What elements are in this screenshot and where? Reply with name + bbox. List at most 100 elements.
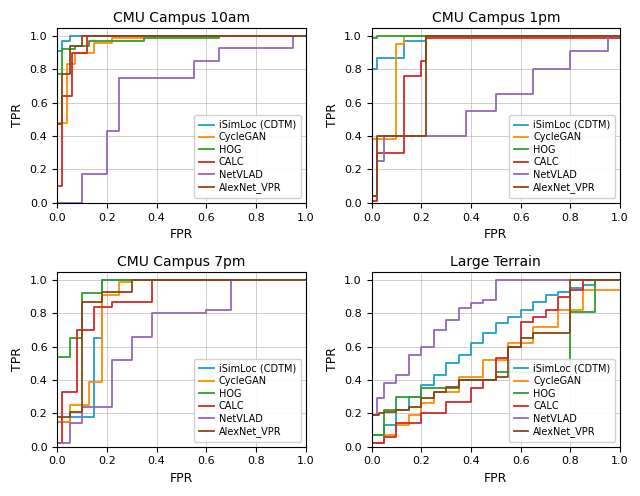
HOG bbox=[372, 35, 380, 41]
CycleGAN bbox=[368, 443, 376, 449]
CALC bbox=[492, 355, 500, 361]
HOG bbox=[616, 277, 624, 283]
AlexNet_VPR bbox=[454, 383, 462, 389]
AlexNet_VPR bbox=[58, 122, 66, 127]
CycleGAN bbox=[380, 432, 388, 438]
CycleGAN bbox=[115, 279, 123, 285]
CycleGAN bbox=[140, 33, 148, 39]
HOG bbox=[53, 200, 61, 206]
HOG bbox=[58, 71, 66, 77]
HOG bbox=[140, 35, 148, 41]
CALC bbox=[58, 93, 66, 99]
HOG bbox=[98, 290, 106, 296]
NetVLAD bbox=[53, 200, 61, 206]
CycleGAN bbox=[454, 388, 462, 394]
AlexNet_VPR bbox=[368, 443, 376, 449]
NetVLAD bbox=[616, 33, 624, 39]
NetVLAD bbox=[405, 372, 413, 378]
Line: iSimLoc (CDTM): iSimLoc (CDTM) bbox=[372, 36, 620, 203]
Line: CycleGAN: CycleGAN bbox=[57, 36, 306, 203]
iSimLoc (CDTM) bbox=[430, 382, 438, 388]
NetVLAD bbox=[380, 158, 388, 164]
CALC bbox=[53, 443, 61, 449]
Line: HOG: HOG bbox=[372, 280, 620, 446]
CALC bbox=[392, 420, 400, 426]
AlexNet_VPR bbox=[517, 335, 525, 341]
NetVLAD bbox=[529, 277, 537, 283]
HOG bbox=[492, 369, 500, 374]
HOG bbox=[302, 277, 310, 283]
CycleGAN bbox=[53, 443, 61, 449]
CycleGAN bbox=[128, 277, 136, 283]
AlexNet_VPR bbox=[372, 133, 380, 139]
CycleGAN bbox=[417, 400, 425, 406]
CALC bbox=[368, 440, 376, 446]
CycleGAN bbox=[400, 33, 408, 39]
Line: CALC: CALC bbox=[372, 280, 620, 446]
AlexNet_VPR bbox=[368, 412, 376, 418]
HOG bbox=[591, 309, 599, 314]
NetVLAD bbox=[368, 193, 376, 199]
X-axis label: FPR: FPR bbox=[484, 472, 508, 485]
NetVLAD bbox=[417, 344, 425, 350]
Line: iSimLoc (CDTM): iSimLoc (CDTM) bbox=[57, 36, 306, 203]
NetVLAD bbox=[289, 277, 297, 283]
CALC bbox=[108, 304, 116, 310]
HOG bbox=[454, 377, 462, 383]
iSimLoc (CDTM) bbox=[467, 352, 475, 358]
iSimLoc (CDTM) bbox=[58, 48, 66, 54]
iSimLoc (CDTM) bbox=[380, 422, 388, 428]
AlexNet_VPR bbox=[98, 289, 106, 295]
iSimLoc (CDTM) bbox=[148, 277, 156, 283]
HOG bbox=[78, 335, 86, 341]
NetVLAD bbox=[380, 395, 388, 401]
CycleGAN bbox=[430, 388, 438, 394]
iSimLoc (CDTM) bbox=[380, 432, 388, 438]
iSimLoc (CDTM) bbox=[417, 394, 425, 400]
NetVLAD bbox=[417, 352, 425, 358]
NetVLAD bbox=[66, 420, 74, 426]
NetVLAD bbox=[504, 277, 512, 283]
NetVLAD bbox=[215, 45, 223, 51]
CALC bbox=[467, 399, 475, 405]
CycleGAN bbox=[86, 402, 93, 408]
iSimLoc (CDTM) bbox=[108, 33, 116, 39]
NetVLAD bbox=[103, 172, 111, 178]
CycleGAN bbox=[53, 419, 61, 425]
NetVLAD bbox=[405, 352, 413, 358]
CALC bbox=[566, 287, 574, 293]
iSimLoc (CDTM) bbox=[302, 33, 310, 39]
CycleGAN bbox=[616, 287, 624, 293]
iSimLoc (CDTM) bbox=[504, 320, 512, 326]
AlexNet_VPR bbox=[66, 71, 74, 77]
NetVLAD bbox=[103, 128, 111, 134]
CycleGAN bbox=[454, 373, 462, 379]
HOG bbox=[215, 35, 223, 41]
NetVLAD bbox=[380, 380, 388, 386]
CALC bbox=[372, 150, 380, 156]
HOG bbox=[529, 364, 537, 370]
CALC bbox=[422, 58, 430, 64]
iSimLoc (CDTM) bbox=[66, 33, 74, 39]
NetVLAD bbox=[148, 310, 156, 316]
CALC bbox=[392, 434, 400, 439]
HOG bbox=[58, 46, 66, 52]
NetVLAD bbox=[372, 412, 380, 418]
Line: CycleGAN: CycleGAN bbox=[372, 36, 620, 203]
HOG bbox=[392, 394, 400, 400]
NetVLAD bbox=[115, 75, 123, 81]
NetVLAD bbox=[115, 128, 123, 134]
CALC bbox=[442, 399, 450, 405]
CALC bbox=[616, 277, 624, 283]
NetVLAD bbox=[604, 33, 611, 39]
iSimLoc (CDTM) bbox=[53, 443, 61, 449]
CALC bbox=[53, 183, 61, 189]
CALC bbox=[566, 294, 574, 300]
NetVLAD bbox=[479, 297, 487, 303]
iSimLoc (CDTM) bbox=[98, 335, 106, 341]
iSimLoc (CDTM) bbox=[454, 352, 462, 358]
CycleGAN bbox=[430, 400, 438, 406]
CALC bbox=[91, 304, 99, 310]
iSimLoc (CDTM) bbox=[66, 38, 74, 44]
NetVLAD bbox=[302, 33, 310, 39]
